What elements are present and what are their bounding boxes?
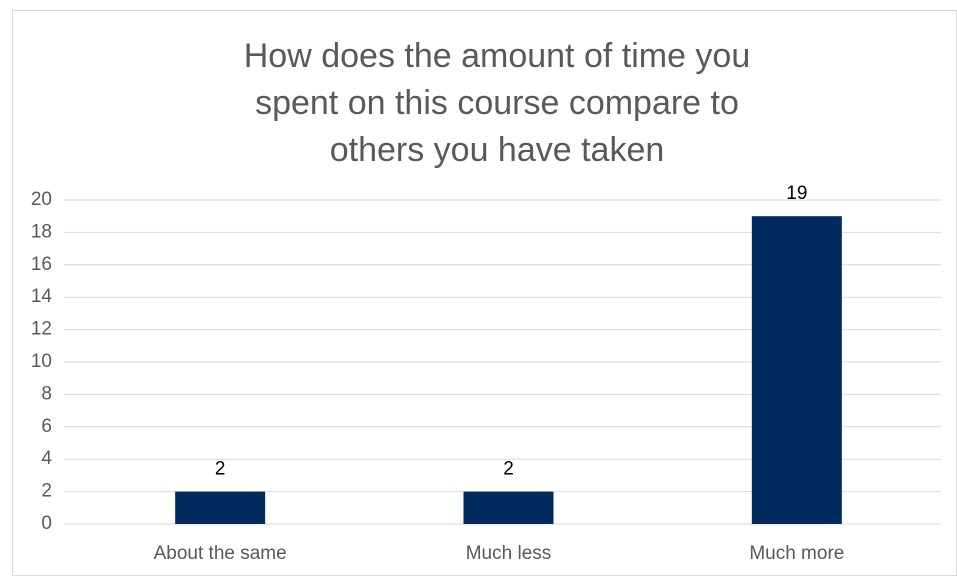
y-tick-label: 18 bbox=[31, 221, 52, 242]
y-tick-label: 6 bbox=[41, 416, 52, 437]
y-tick-label: 12 bbox=[31, 319, 52, 340]
x-tick-label: Much more bbox=[749, 543, 844, 564]
y-tick-label: 14 bbox=[31, 286, 53, 307]
data-label: 2 bbox=[503, 459, 514, 480]
y-tick-label: 4 bbox=[41, 448, 52, 469]
x-tick-label: Much less bbox=[466, 543, 552, 564]
y-tick-label: 8 bbox=[41, 383, 52, 404]
y-tick-label: 10 bbox=[31, 351, 52, 372]
y-tick-label: 16 bbox=[31, 254, 52, 275]
bar bbox=[463, 491, 554, 524]
y-tick-label: 0 bbox=[41, 513, 52, 534]
y-tick-label: 2 bbox=[41, 481, 52, 502]
bar bbox=[751, 216, 842, 524]
y-tick-label: 20 bbox=[31, 189, 52, 210]
chart-title: How does the amount of time you spent on… bbox=[243, 37, 751, 169]
data-label: 19 bbox=[786, 183, 807, 204]
bar bbox=[175, 491, 266, 524]
x-tick-label: About the same bbox=[154, 543, 287, 564]
data-label: 2 bbox=[215, 459, 226, 480]
